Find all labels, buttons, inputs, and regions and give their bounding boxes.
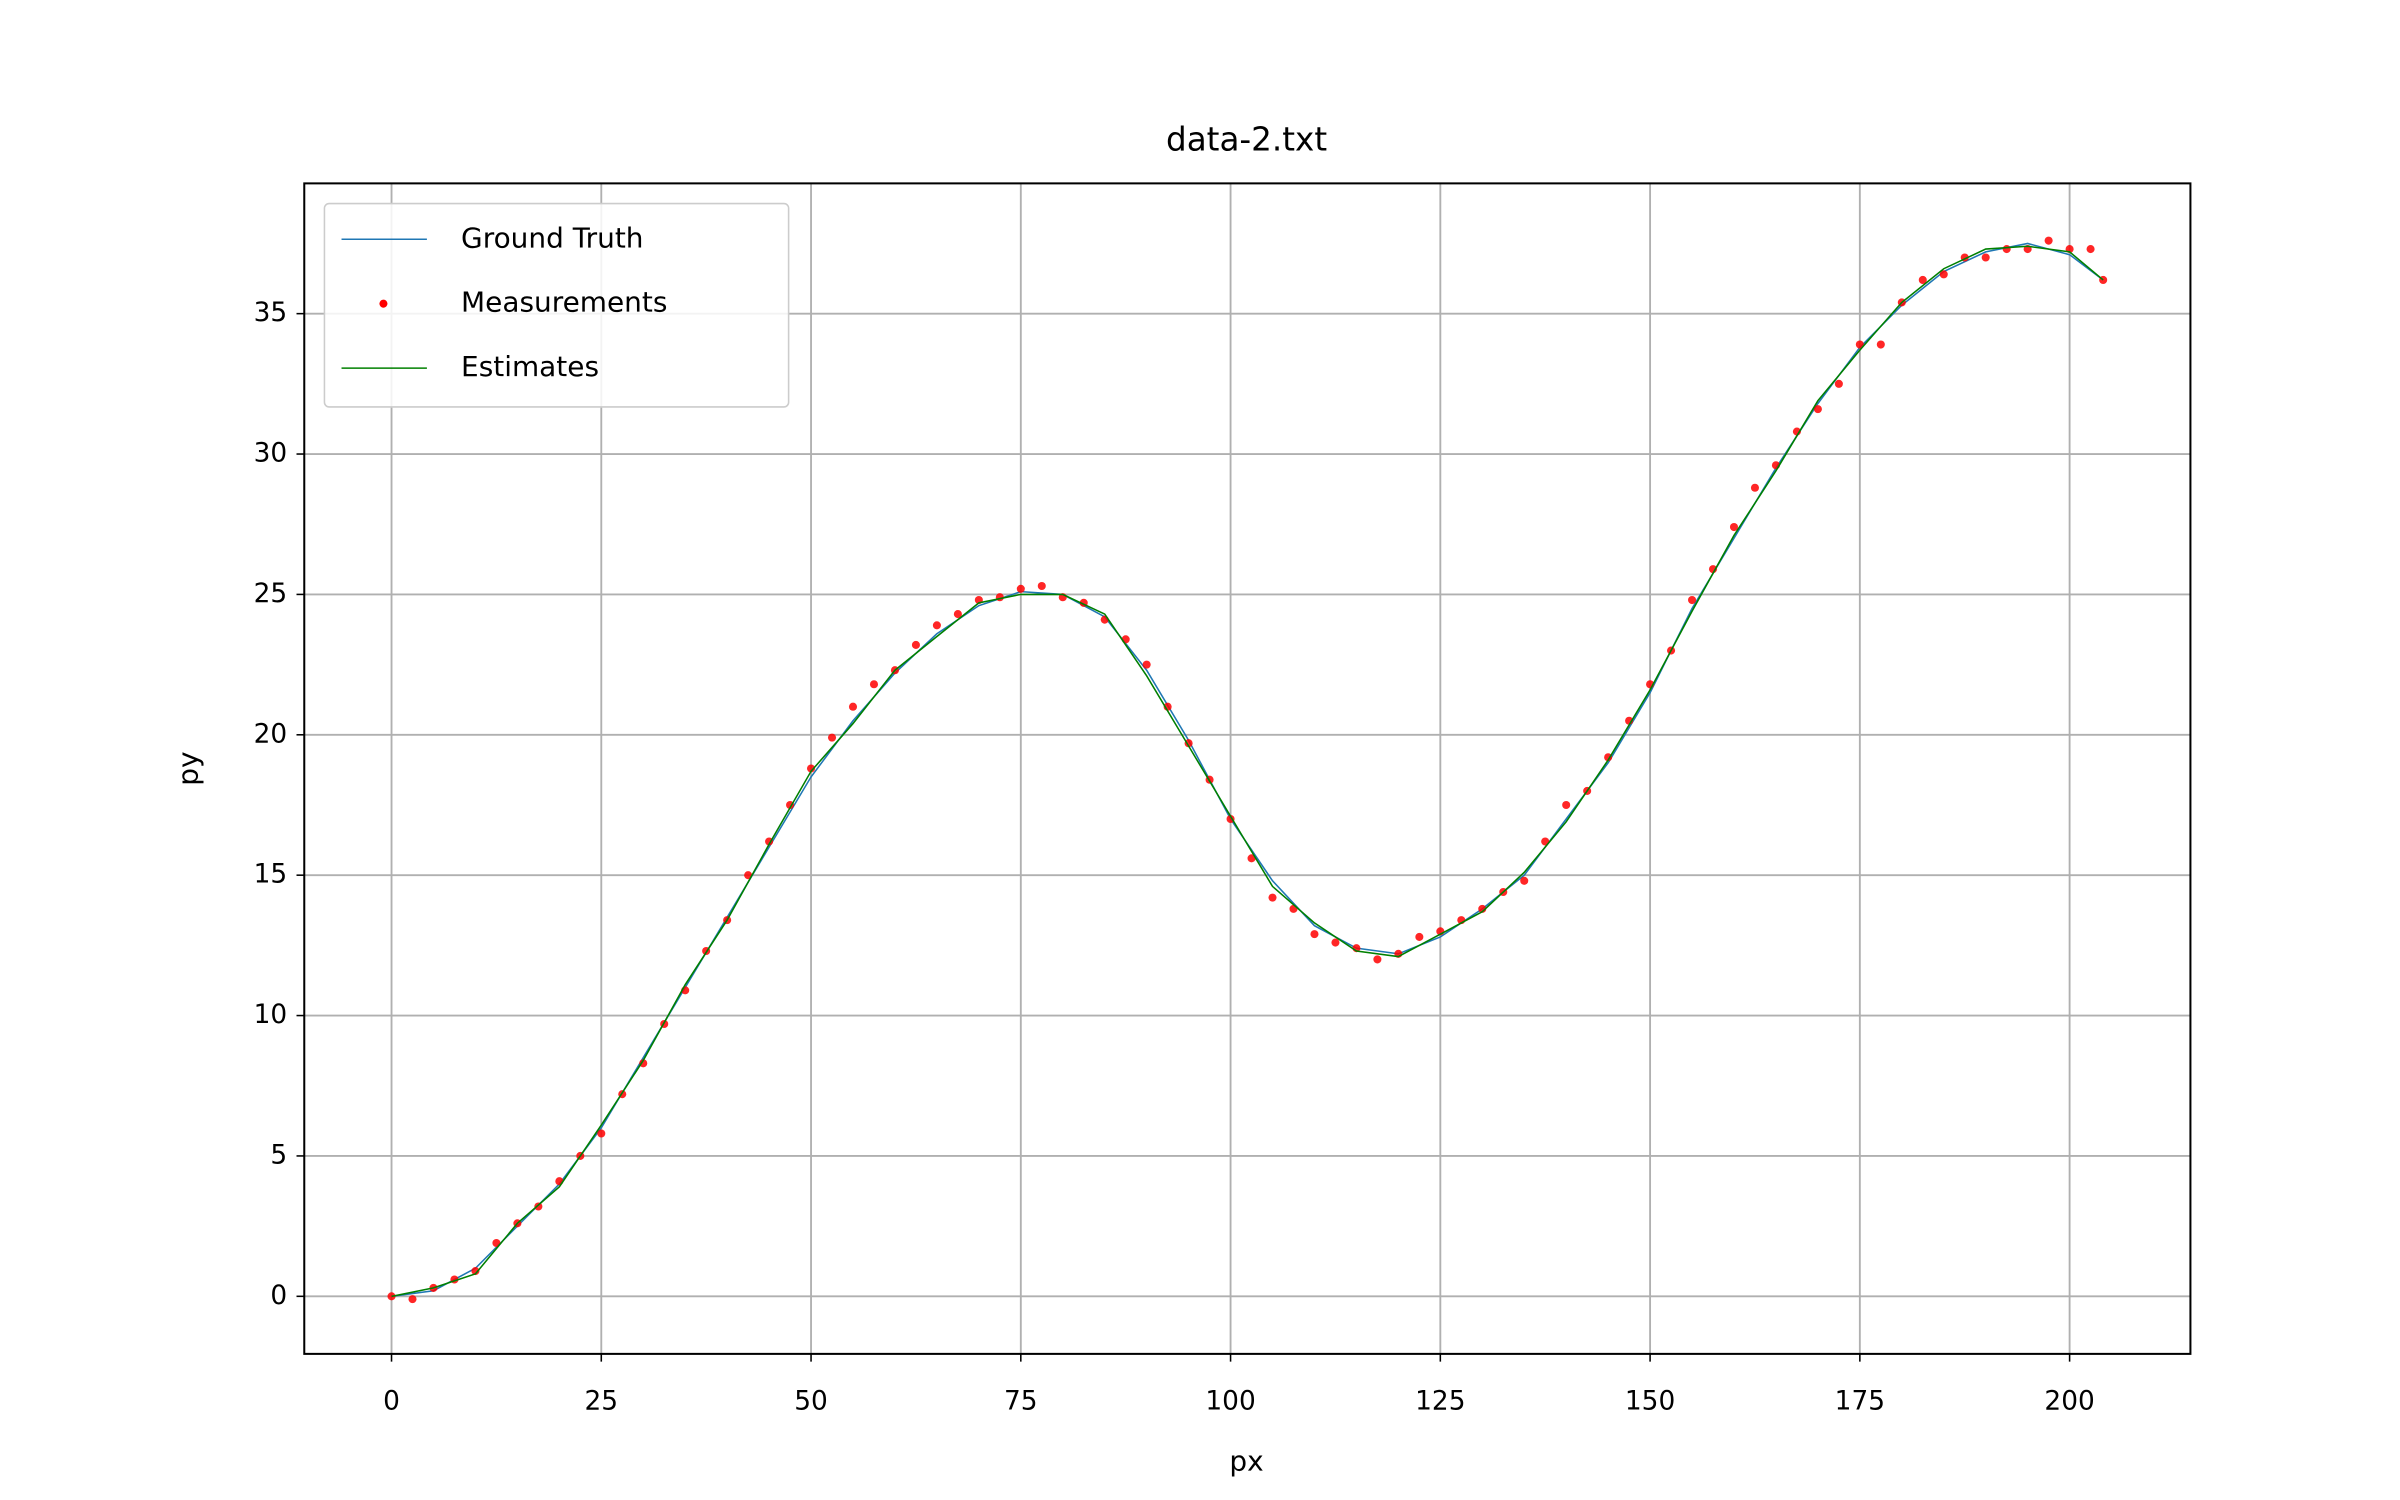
measurement-point [995, 593, 1004, 602]
measurement-point [1562, 800, 1571, 810]
measurement-point [1834, 379, 1843, 388]
legend-marker [379, 299, 388, 308]
measurement-point [1750, 483, 1760, 492]
measurement-point [1289, 904, 1298, 913]
measurement-point [387, 1292, 396, 1301]
measurement-point [1918, 275, 1927, 284]
measurement-point [1520, 876, 1529, 885]
measurement-point [1142, 660, 1151, 669]
y-tick-label: 30 [254, 439, 288, 469]
measurement-point [848, 702, 858, 711]
measurement-point [932, 621, 941, 630]
x-tick-label: 100 [1205, 1387, 1255, 1417]
y-tick-label: 15 [254, 860, 288, 890]
x-tick-label: 75 [1004, 1387, 1038, 1417]
measurement-point [953, 610, 962, 619]
measurement-point [827, 733, 837, 742]
measurement-point [911, 640, 920, 649]
measurement-point [1268, 893, 1277, 902]
legend-box [323, 202, 790, 408]
measurement-point [534, 1202, 543, 1211]
legend-label: Measurements [461, 286, 667, 319]
measurement-point [1813, 405, 1822, 414]
measurement-point [471, 1267, 480, 1276]
x-tick-label: 150 [1625, 1387, 1675, 1417]
legend-label: Estimates [461, 350, 599, 383]
x-axis-label: px [1229, 1445, 1263, 1478]
y-tick-label: 0 [270, 1281, 287, 1311]
measurement-point [1415, 932, 1424, 941]
x-tick-label: 25 [585, 1387, 619, 1417]
x-tick-label: 0 [383, 1387, 400, 1417]
measurement-point [1876, 340, 1885, 349]
measurement-point [1688, 595, 1697, 605]
measurement-point [1939, 270, 1948, 279]
measurement-point [2002, 245, 2011, 254]
measurement-point [1478, 904, 1487, 913]
measurement-point [1016, 584, 1025, 593]
measurement-point [2086, 245, 2095, 254]
y-tick-label: 25 [254, 579, 288, 609]
y-tick-label: 10 [254, 1000, 288, 1030]
x-tick-label: 125 [1415, 1387, 1465, 1417]
legend-label: Ground Truth [461, 221, 643, 254]
x-tick-label: 200 [2044, 1387, 2094, 1417]
measurement-point [807, 764, 816, 773]
chart-title: data-2.txt [1166, 120, 1327, 158]
y-axis-label: py [171, 751, 204, 785]
measurement-point [2044, 236, 2053, 245]
measurement-point [1331, 938, 1340, 947]
measurement-point [597, 1129, 606, 1138]
measurement-point [1373, 955, 1382, 964]
y-tick-label: 35 [254, 298, 288, 328]
measurement-point [639, 1059, 648, 1068]
measurement-point [869, 680, 879, 689]
x-tick-label: 175 [1835, 1387, 1885, 1417]
y-tick-label: 5 [270, 1140, 287, 1170]
measurement-point [1037, 581, 1046, 591]
measurement-point [1729, 522, 1739, 532]
measurement-point [1247, 854, 1256, 863]
measurement-point [1855, 340, 1864, 349]
measurement-point [408, 1295, 417, 1304]
measurement-point [1310, 930, 1319, 939]
plot-frame [303, 182, 2192, 1355]
series-line [391, 245, 2104, 1298]
x-tick-label: 50 [794, 1387, 828, 1417]
measurement-point [1981, 253, 1990, 262]
y-tick-label: 20 [254, 719, 288, 749]
